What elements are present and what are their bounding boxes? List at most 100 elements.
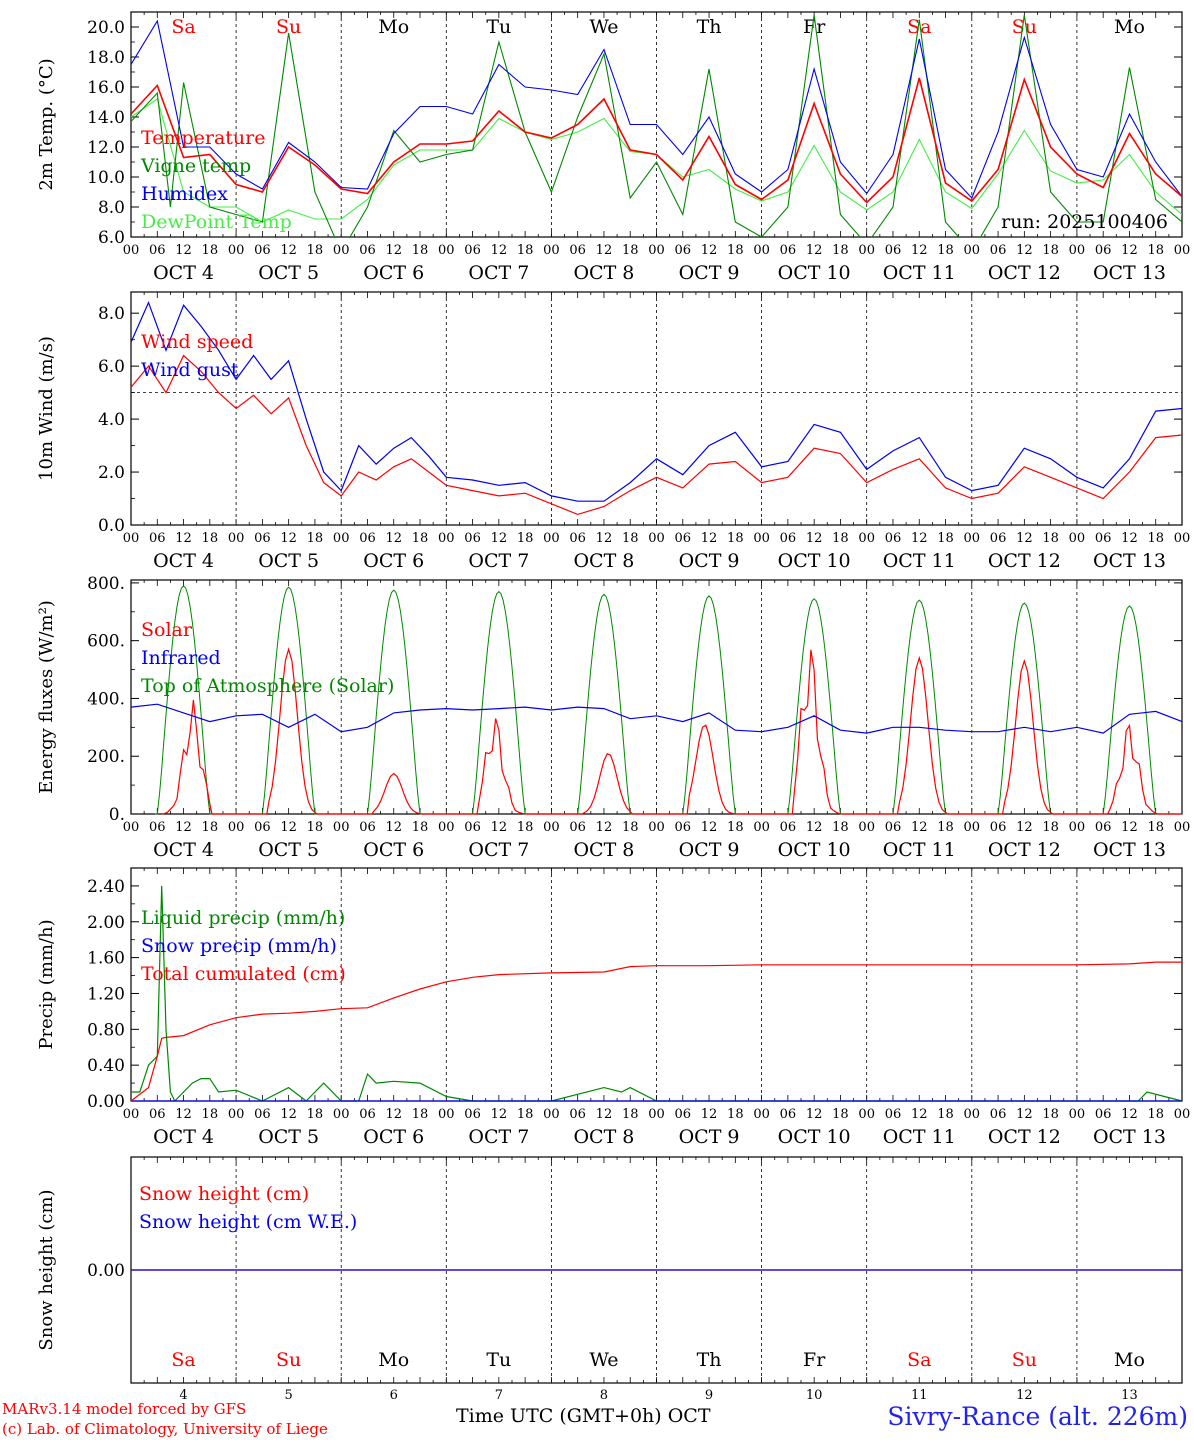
hour-label-1: 12 [1121, 531, 1138, 546]
hour-label-1: 06 [780, 531, 797, 546]
hour-label-1: 12 [911, 531, 928, 546]
hour-label-3: 00 [333, 1107, 350, 1122]
hour-label-3: 06 [675, 1107, 692, 1122]
legend-entry-2-2: Top of Atmosphere (Solar) [141, 675, 394, 697]
day-number-8: 12 [1016, 1388, 1033, 1403]
weekday-top-2: Mo [378, 16, 409, 38]
hour-label-1: 06 [359, 531, 376, 546]
hour-label-3: 18 [517, 1107, 534, 1122]
hour-label-3: 18 [937, 1107, 954, 1122]
y-tick-label-0: 10.0 [87, 168, 125, 188]
hour-label-0: 12 [175, 243, 192, 258]
series-line-1-0 [130, 354, 1183, 516]
hour-label-0: 12 [1121, 243, 1138, 258]
date-label-3-6: OCT 10 [778, 1126, 851, 1148]
hour-label-0: 12 [701, 243, 718, 258]
hour-label-0: 00 [964, 243, 981, 258]
hour-label-0: 12 [491, 243, 508, 258]
y-tick-label-1: 0.0 [98, 516, 125, 536]
y-tick-label-1: 6.0 [98, 357, 125, 377]
y-axis-label-4: Snow height (cm) [36, 1189, 57, 1350]
legend-entry-3-0: Liquid precip (mm/h) [141, 907, 345, 929]
day-number-3: 7 [495, 1388, 503, 1403]
hour-label-2: 06 [254, 820, 271, 835]
hour-label-3: 18 [412, 1107, 429, 1122]
date-label-1-6: OCT 10 [778, 550, 851, 572]
hour-label-0: 06 [569, 243, 586, 258]
hour-label-3: 18 [622, 1107, 639, 1122]
date-label-2-8: OCT 12 [988, 839, 1061, 861]
day-number-9: 13 [1121, 1388, 1138, 1403]
hour-label-1: 18 [202, 531, 219, 546]
y-tick-label-2: 200. [87, 747, 125, 767]
date-label-3-0: OCT 4 [153, 1126, 214, 1148]
hour-label-1: 18 [1042, 531, 1059, 546]
hour-label-3: 12 [806, 1107, 823, 1122]
hour-label-0: 18 [622, 243, 639, 258]
weekday-top-4: We [589, 16, 618, 38]
hour-label-3: 18 [727, 1107, 744, 1122]
hour-label-2: 12 [491, 820, 508, 835]
date-label-2-9: OCT 13 [1093, 839, 1166, 861]
hour-label-0: 00 [753, 243, 770, 258]
hour-label-3: 00 [648, 1107, 665, 1122]
hour-label-1: 06 [569, 531, 586, 546]
y-tick-label-1: 2.0 [98, 463, 125, 483]
hour-label-3: 00 [438, 1107, 455, 1122]
legend-entry-4-0: Snow height (cm) [139, 1183, 309, 1205]
hour-label-3: 12 [280, 1107, 297, 1122]
y-tick-label-2: 0. [109, 805, 125, 825]
y-tick-label-0: 14.0 [87, 108, 125, 128]
hour-label-0: 00 [333, 243, 350, 258]
hour-label-2: 12 [701, 820, 718, 835]
hour-label-1: 12 [491, 531, 508, 546]
hour-label-3: 18 [832, 1107, 849, 1122]
day-number-2: 6 [390, 1388, 398, 1403]
weekday-top-3: Tu [486, 16, 511, 38]
hour-label-0: 12 [1016, 243, 1033, 258]
hour-label-3: 12 [1121, 1107, 1138, 1122]
legend-entry-0-1: Vigne temp [140, 155, 251, 177]
date-label-3-5: OCT 9 [679, 1126, 740, 1148]
temp-line-1 [131, 14, 1182, 237]
hour-label-0: 06 [885, 243, 902, 258]
temp-series-group [131, 14, 1182, 237]
weekday-bottom-1: Su [276, 1349, 301, 1371]
hour-label-1: 00 [964, 531, 981, 546]
run-annotation: run: 2025100406 [1001, 211, 1168, 233]
y-tick-label-1: 8.0 [98, 304, 125, 324]
hour-label-1: 06 [990, 531, 1007, 546]
hour-label-0: 06 [780, 243, 797, 258]
date-label-3-7: OCT 11 [883, 1126, 956, 1148]
hour-label-2: 06 [675, 820, 692, 835]
weekday-bottom-6: Fr [803, 1349, 826, 1371]
hour-label-1: 12 [1016, 531, 1033, 546]
legend-entry-2-1: Infrared [141, 647, 221, 669]
day-number-7: 11 [911, 1388, 928, 1403]
hour-label-0: 18 [1042, 243, 1059, 258]
series-line-3-2 [130, 961, 1182, 1102]
hour-label-1: 18 [307, 531, 324, 546]
y-tick-label-3: 0.40 [87, 1056, 125, 1076]
date-label-3-8: OCT 12 [988, 1126, 1061, 1148]
hour-label-0: 18 [412, 243, 429, 258]
solar-line [161, 647, 1182, 815]
hour-label-2: 18 [832, 820, 849, 835]
y-tick-label-0: 18.0 [87, 48, 125, 68]
date-label-0-6: OCT 10 [778, 262, 851, 284]
hour-label-0: 18 [727, 243, 744, 258]
weekday-bottom-9: Mo [1114, 1349, 1145, 1371]
temp-line-3 [131, 98, 1182, 223]
hour-label-1: 00 [753, 531, 770, 546]
hour-label-2: 06 [464, 820, 481, 835]
hour-label-2: 18 [202, 820, 219, 835]
hour-label-0: 00 [543, 243, 560, 258]
hour-label-3: 00 [543, 1107, 560, 1122]
station-name: Sivry-Rance (alt. 226m) [887, 1402, 1188, 1431]
hour-label-3: 12 [491, 1107, 508, 1122]
hour-label-0: 06 [359, 243, 376, 258]
hour-label-0: 12 [806, 243, 823, 258]
date-label-0-9: OCT 13 [1093, 262, 1166, 284]
hour-label-2: 00 [648, 820, 665, 835]
